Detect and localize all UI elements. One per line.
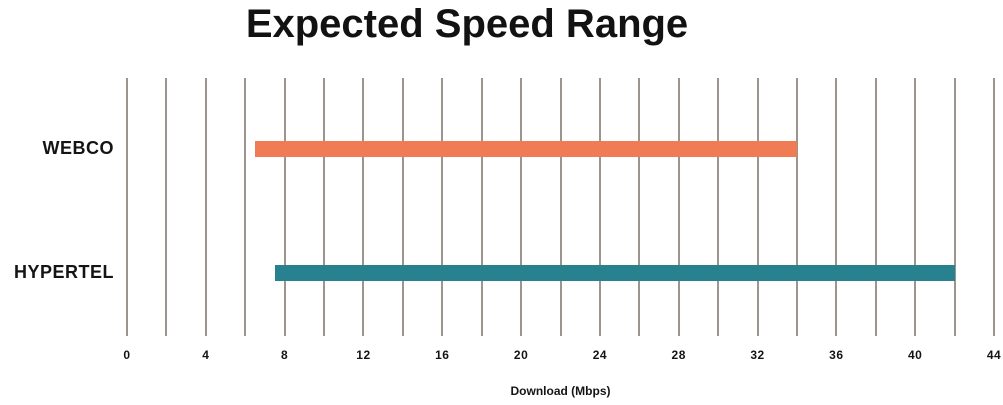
- x-tick-label: 12: [356, 348, 371, 362]
- x-tick-label: 4: [202, 348, 210, 362]
- x-axis-title: Download (Mbps): [510, 384, 611, 398]
- x-tick-label: 20: [513, 348, 529, 362]
- x-tick-label: 44: [986, 348, 1002, 362]
- gridline: [953, 78, 956, 336]
- range-bar-hypertel: [274, 265, 955, 282]
- gridline: [756, 78, 759, 336]
- gridline: [874, 78, 877, 336]
- category-label-webco: WEBCO: [42, 137, 114, 158]
- gridline: [598, 78, 601, 336]
- x-tick-label: 40: [907, 348, 923, 362]
- gridline: [993, 78, 995, 336]
- gridline: [795, 78, 798, 336]
- gridline: [559, 78, 562, 336]
- x-tick-label: 36: [829, 348, 844, 362]
- gridline: [441, 78, 444, 336]
- gridline: [283, 78, 286, 336]
- gridline: [204, 78, 207, 336]
- x-tick-label: 16: [435, 348, 450, 362]
- gridline: [244, 78, 247, 336]
- gridline: [638, 78, 641, 336]
- gridline: [480, 78, 483, 336]
- range-bar-webco: [255, 140, 797, 157]
- category-labels: WEBCO HYPERTEL: [0, 0, 114, 405]
- gridline: [126, 78, 128, 336]
- chart-title: Expected Speed Range: [245, 2, 689, 46]
- gridline: [401, 78, 404, 336]
- plot-area: [126, 78, 995, 336]
- gridline: [362, 78, 365, 336]
- gridline: [914, 78, 917, 336]
- x-tick-label: 0: [123, 348, 131, 362]
- category-label-hypertel: HYPERTEL: [13, 262, 114, 283]
- gridline: [835, 78, 838, 336]
- x-tick-label: 24: [592, 348, 608, 362]
- gridline: [165, 78, 168, 336]
- gridline: [677, 78, 680, 336]
- gridline: [520, 78, 523, 336]
- x-tick-label: 28: [671, 348, 686, 362]
- x-tick-label: 32: [750, 348, 765, 362]
- gridline: [323, 78, 326, 336]
- gridline: [717, 78, 720, 336]
- x-tick-label: 8: [281, 348, 289, 362]
